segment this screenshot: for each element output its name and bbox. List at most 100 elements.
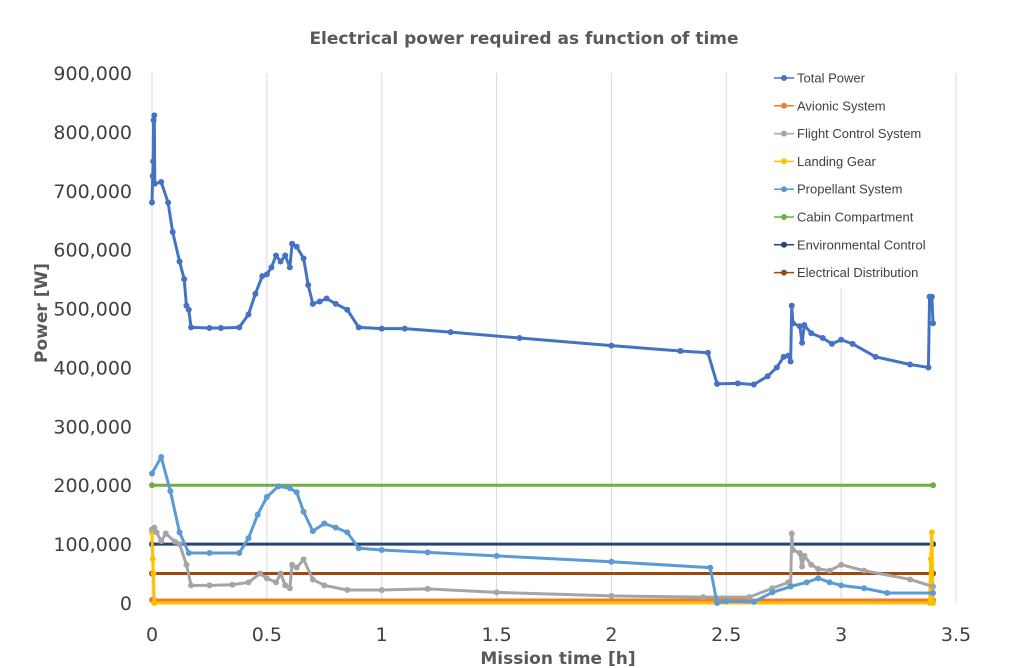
chart-title: Electrical power required as function of…	[309, 29, 738, 49]
series-point	[167, 488, 174, 495]
series-point	[734, 380, 741, 387]
series-point	[149, 173, 156, 180]
series-point	[355, 324, 362, 331]
series-point	[309, 576, 316, 583]
y-tick-label: 400,000	[53, 357, 132, 379]
series-point	[181, 276, 188, 283]
series-point	[151, 600, 158, 606]
series-point	[787, 358, 794, 365]
series-point	[185, 306, 192, 313]
series-point	[819, 335, 826, 341]
series-point	[254, 511, 261, 518]
series-point	[799, 339, 806, 346]
series-point	[796, 323, 803, 330]
series-point	[300, 508, 307, 515]
series-point	[828, 340, 835, 347]
series-point	[714, 600, 721, 606]
series-point	[785, 352, 792, 359]
series-point	[750, 598, 757, 605]
series-point	[300, 255, 307, 262]
series-point	[746, 594, 753, 601]
series-point	[424, 549, 431, 556]
series-point	[796, 549, 803, 556]
series-point	[263, 575, 270, 582]
series-point	[275, 483, 282, 490]
series-point	[245, 311, 252, 318]
series-point	[236, 324, 243, 331]
series-point	[838, 336, 845, 343]
series-point	[355, 545, 362, 552]
series-layer	[149, 112, 937, 606]
series-point	[206, 582, 213, 589]
legend-label: Total Power	[797, 71, 866, 86]
series-point	[229, 581, 236, 588]
series-point	[707, 564, 714, 571]
legend-swatch-marker	[781, 130, 787, 137]
y-tick-label: 300,000	[53, 416, 132, 438]
series-point	[277, 570, 284, 577]
series-point	[273, 579, 280, 586]
legend-label: Electrical Distribution	[797, 265, 918, 280]
series-point	[815, 575, 822, 582]
series-point	[608, 558, 615, 565]
series-point	[293, 489, 300, 496]
series-point	[158, 453, 165, 460]
series-point	[861, 567, 868, 574]
series-point	[321, 582, 328, 589]
y-tick-label: 200,000	[53, 475, 132, 497]
series-point	[401, 325, 408, 332]
series-point	[236, 549, 243, 556]
legend-swatch-marker	[781, 214, 787, 220]
series-point	[149, 482, 155, 489]
x-tick-label: 3.5	[941, 624, 971, 646]
series-point	[700, 594, 707, 601]
series-point	[286, 485, 293, 492]
series-point	[188, 582, 195, 589]
series-point	[245, 535, 252, 542]
legend-label: Flight Control System	[797, 126, 921, 141]
series-point	[206, 324, 213, 331]
legend-item: Landing Gear	[774, 154, 876, 169]
series-point	[773, 364, 780, 371]
series-point	[788, 530, 795, 537]
series-point	[259, 273, 266, 280]
series-point	[927, 555, 934, 562]
series-point	[826, 579, 833, 586]
legend-box	[743, 62, 953, 288]
series-point	[309, 300, 316, 307]
y-tick-label: 800,000	[53, 122, 132, 144]
series-point	[188, 324, 195, 331]
series-point	[217, 324, 224, 331]
series-point	[256, 570, 263, 577]
series-point	[286, 585, 293, 592]
x-tick-label: 2.5	[711, 624, 741, 646]
y-axis-title: Power [W]	[32, 263, 52, 363]
legend-item: Avionic System	[774, 98, 886, 113]
series-point	[928, 293, 935, 300]
series-point	[183, 561, 190, 568]
series-point	[714, 380, 721, 387]
series-point	[516, 335, 523, 341]
series-point	[282, 582, 289, 589]
series-point	[151, 180, 158, 187]
series-point	[268, 264, 275, 271]
legend-swatch-marker	[781, 186, 787, 193]
series-point	[149, 470, 155, 477]
series-point	[165, 199, 172, 206]
legend-label: Avionic System	[797, 98, 886, 113]
series-point	[764, 373, 771, 380]
series-point	[930, 589, 937, 596]
series-point	[206, 549, 213, 556]
series-point	[378, 547, 385, 553]
series-point	[815, 565, 822, 572]
series-point	[378, 587, 385, 594]
series-point	[608, 342, 615, 349]
series-point	[803, 579, 810, 586]
legend-item: Flight Control System	[774, 126, 921, 141]
series-point	[907, 361, 914, 368]
series-point	[928, 529, 935, 536]
tick-labels: 0 0.5 1 1.5 2 2.5 3 3.5 0 100,000 200,000 300,000 40…	[53, 63, 971, 646]
series-point	[185, 549, 192, 556]
x-tick-label: 1	[376, 624, 388, 646]
